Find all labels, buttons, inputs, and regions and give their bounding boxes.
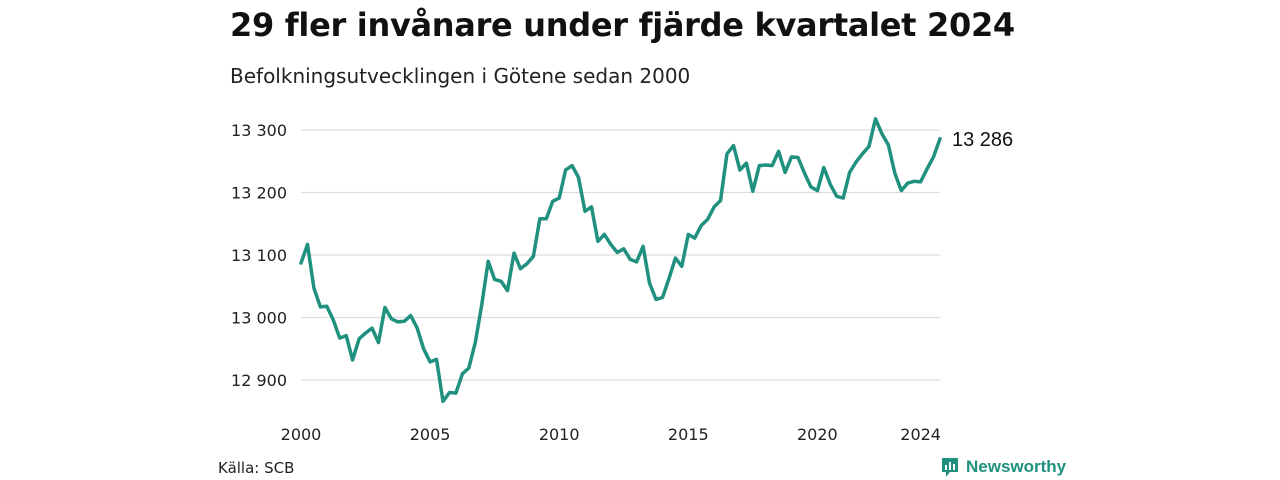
x-tick-label: 2000 — [281, 425, 322, 444]
brand-logo: Newsworthy — [940, 456, 1066, 478]
newsworthy-logo-icon — [942, 458, 958, 477]
y-tick-label: 13 100 — [231, 246, 287, 265]
x-axis-tick-labels: 2000 2005 2010 2015 2020 2024 — [281, 425, 941, 444]
x-tick-label: 2015 — [668, 425, 709, 444]
source-note: Källa: SCB — [218, 459, 295, 477]
y-tick-label: 13 300 — [231, 121, 287, 140]
chart-subtitle: Befolkningsutvecklingen i Götene sedan 2… — [230, 64, 691, 88]
end-value-label: 13 286 — [952, 129, 1013, 151]
x-tick-label: 2010 — [539, 425, 580, 444]
gridlines — [301, 129, 940, 381]
population-series-line — [299, 117, 942, 404]
x-tick-label: 2024 — [900, 425, 941, 444]
x-tick-label: 2020 — [797, 425, 838, 444]
chart-title: 29 fler invånare under fjärde kvartalet … — [230, 6, 1015, 44]
y-tick-label: 13 000 — [231, 309, 287, 328]
y-tick-label: 12 900 — [231, 371, 287, 390]
y-tick-label: 13 200 — [231, 184, 287, 203]
y-axis-tick-labels: 12 900 13 000 13 100 13 200 13 300 — [231, 121, 287, 390]
x-tick-label: 2005 — [410, 425, 451, 444]
brand-name: Newsworthy — [966, 457, 1067, 476]
